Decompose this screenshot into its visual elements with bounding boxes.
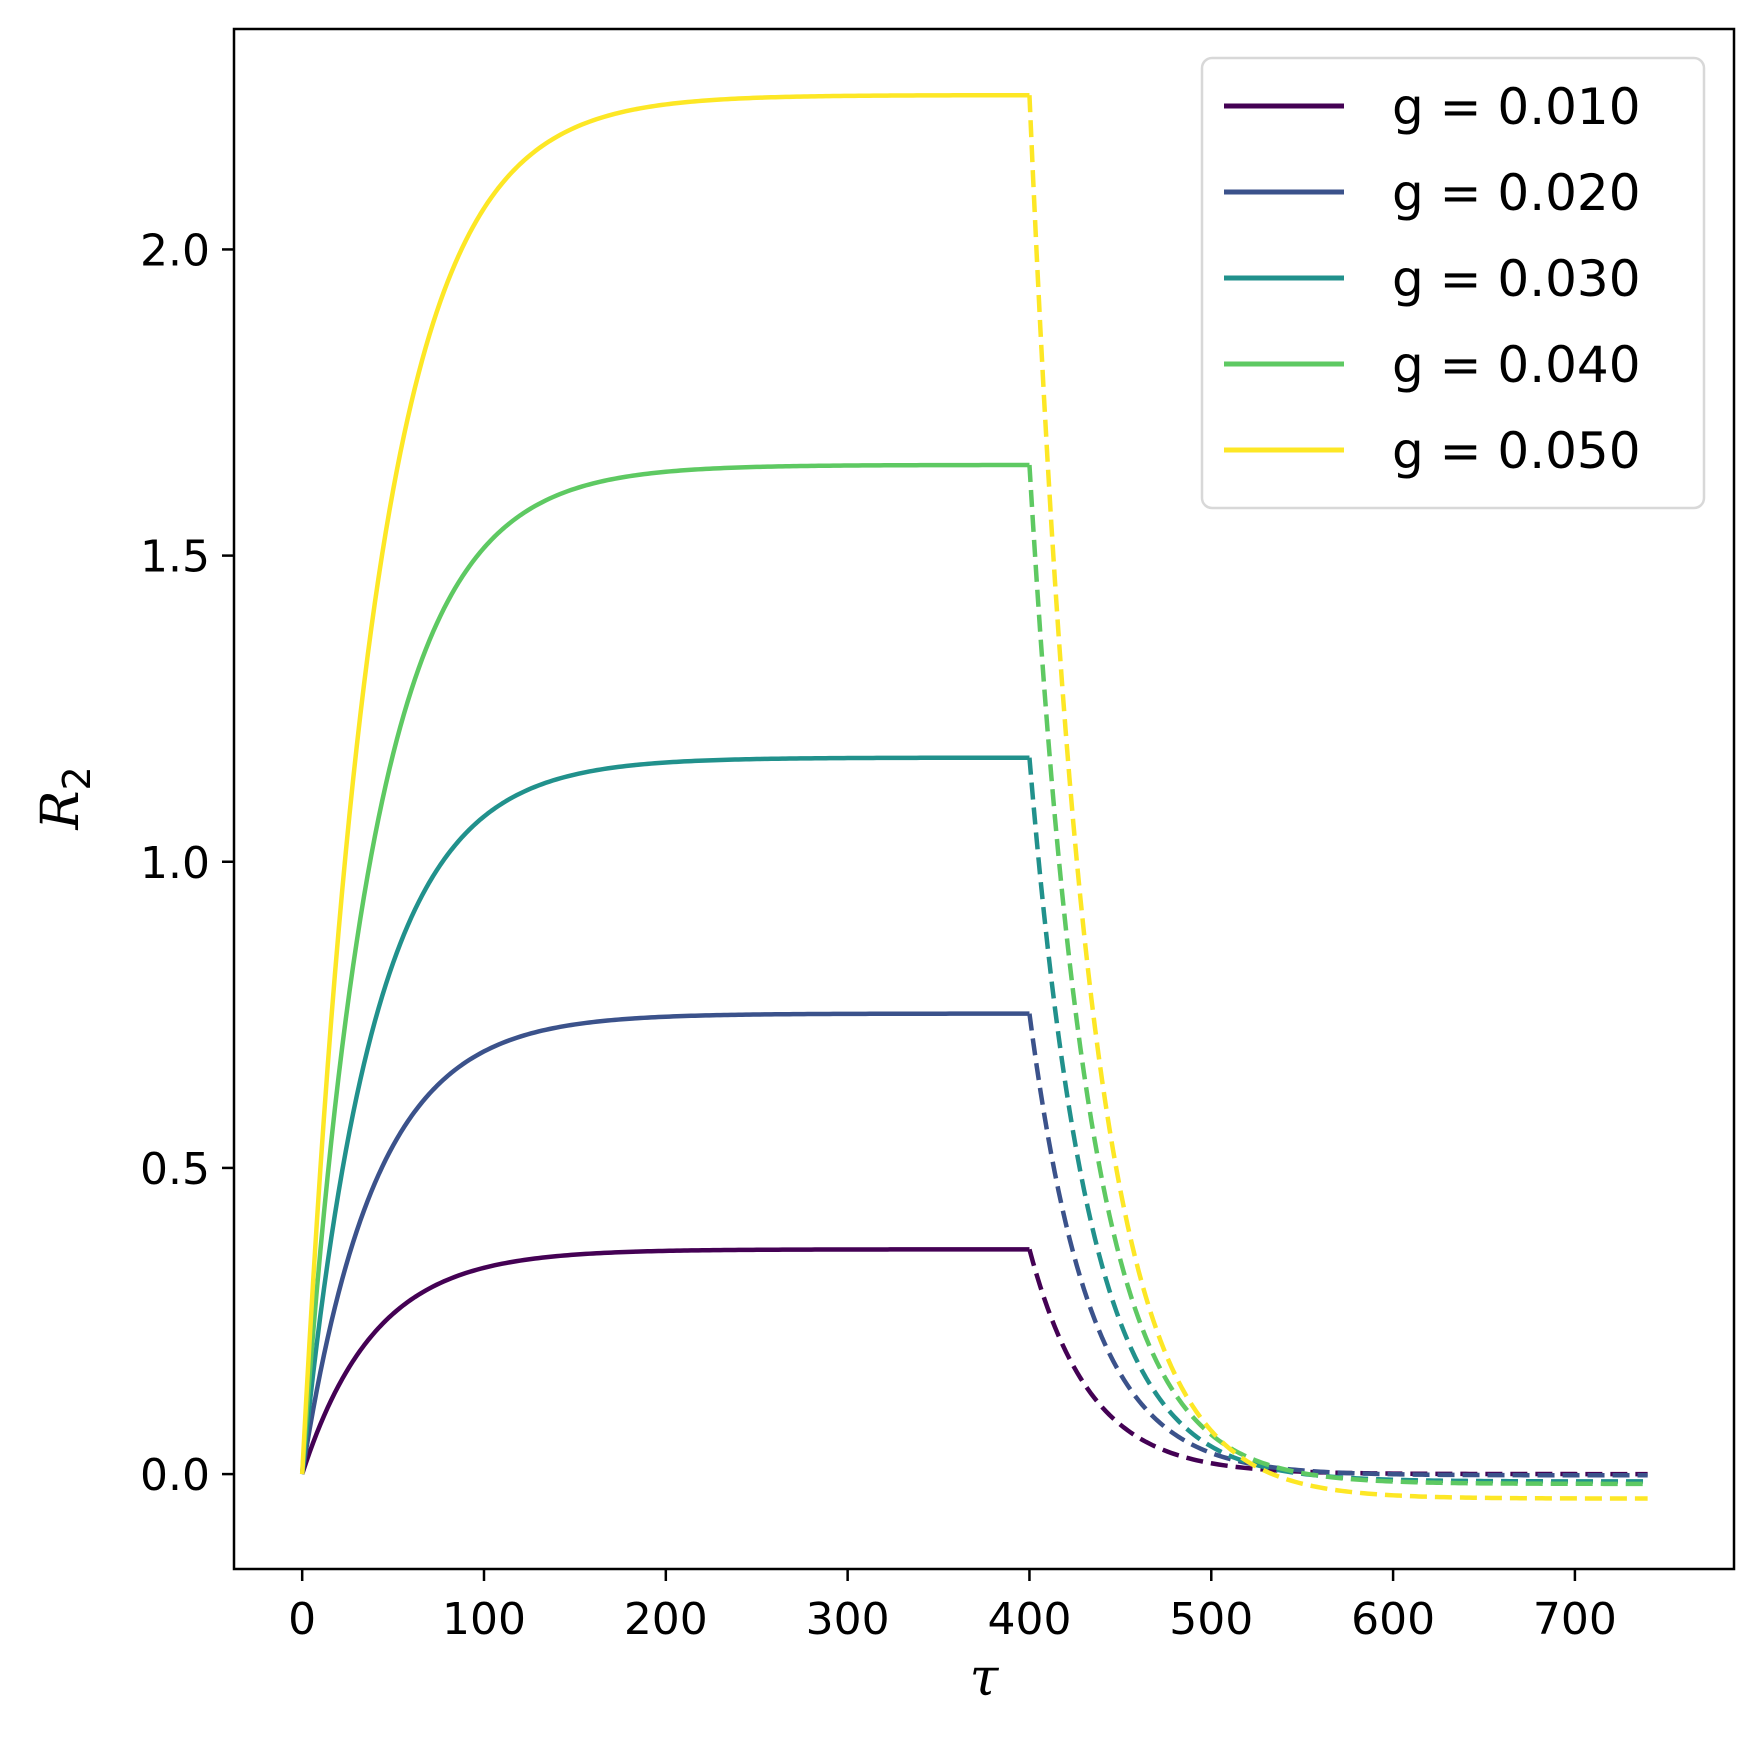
y-axis-label: R2 bbox=[31, 766, 99, 830]
x-tick-label: 100 bbox=[442, 1594, 526, 1645]
x-tick-label: 600 bbox=[1351, 1594, 1435, 1645]
x-tick-label: 200 bbox=[624, 1594, 708, 1645]
legend: g = 0.010 g = 0.020 g = 0.030 g = 0.040 g = … bbox=[1200, 56, 1706, 510]
y-axis-ticks: 0.0 0.5 1.0 1.5 2.0 bbox=[140, 225, 234, 1501]
y-tick-label: 0.0 bbox=[140, 1450, 210, 1501]
y-tick-label: 1.5 bbox=[140, 532, 210, 583]
y-axis-label-main: R bbox=[31, 791, 91, 831]
series-layer bbox=[299, 92, 1648, 1501]
series-line-solid bbox=[299, 755, 1030, 1475]
x-tick-label: 700 bbox=[1533, 1594, 1617, 1645]
y-tick-label: 0.5 bbox=[140, 1144, 210, 1195]
series-line-solid bbox=[299, 1011, 1030, 1475]
series-line-dashed bbox=[1027, 1013, 1648, 1478]
y-axis-label-subscript: 2 bbox=[55, 766, 99, 790]
x-tick-label: 300 bbox=[806, 1594, 890, 1645]
y-tick-label: 2.0 bbox=[140, 225, 210, 276]
legend-label: g = 0.030 bbox=[1392, 250, 1641, 308]
x-tick-label: 400 bbox=[987, 1594, 1071, 1645]
legend-label: g = 0.020 bbox=[1392, 164, 1641, 222]
legend-label: g = 0.040 bbox=[1392, 336, 1641, 394]
x-axis-ticks: 0 100 200 300 400 500 600 700 bbox=[288, 1569, 1617, 1645]
x-tick-label: 500 bbox=[1169, 1594, 1253, 1645]
legend-label: g = 0.010 bbox=[1392, 78, 1641, 136]
legend-box bbox=[1200, 56, 1706, 510]
x-axis-label: τ bbox=[970, 1648, 1000, 1708]
series-line-solid bbox=[299, 92, 1030, 1475]
series-line-dashed bbox=[1027, 95, 1648, 1501]
legend-label: g = 0.050 bbox=[1392, 422, 1641, 480]
plot-frame bbox=[232, 27, 1736, 1571]
x-tick-label: 0 bbox=[288, 1594, 316, 1645]
series-line-solid bbox=[300, 1247, 1030, 1475]
series-line-solid bbox=[299, 462, 1030, 1475]
y-tick-label: 1.0 bbox=[140, 838, 210, 889]
series-line-dashed bbox=[1027, 464, 1648, 1487]
